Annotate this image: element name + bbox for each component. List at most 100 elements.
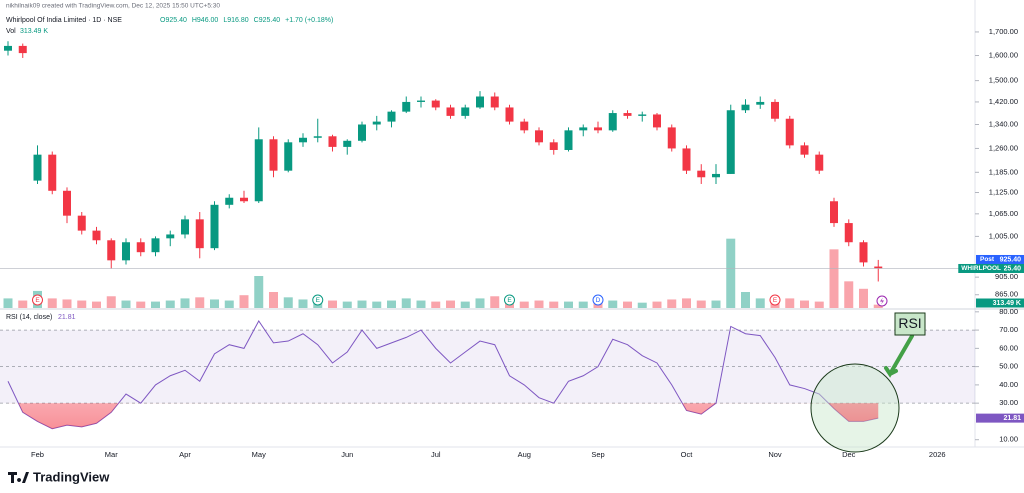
y-tick-label: 905.00 [995, 272, 1018, 281]
candle-body [63, 190, 71, 216]
volume-bar [829, 249, 839, 308]
volume-bar [519, 301, 529, 308]
candle-body [549, 142, 558, 150]
x-tick-label: May [252, 450, 266, 459]
event-marker [32, 294, 43, 306]
attribution: nikhilnaik09 created with TradingView.co… [6, 3, 220, 10]
candle-body [313, 136, 322, 138]
candle-body [785, 118, 794, 146]
annotation-box [894, 312, 926, 336]
candle-body [4, 45, 12, 51]
volume-bar [549, 301, 559, 308]
candle-body [535, 130, 543, 143]
candle-body [712, 173, 720, 178]
candle-body [166, 234, 175, 239]
candle-body [299, 137, 307, 143]
candle-body [815, 154, 824, 171]
volume-bar [92, 301, 101, 308]
brand-logo [8, 472, 29, 483]
volume-bar [667, 299, 677, 308]
y-tick-label: 1,185.00 [989, 167, 1018, 176]
candle-body [431, 100, 440, 108]
candle-body [579, 127, 588, 131]
volume-bar [77, 300, 87, 308]
volume-bar [726, 238, 736, 308]
candle-body [92, 230, 101, 241]
candle-body [446, 107, 455, 116]
candle-body [210, 204, 219, 249]
candle-body [874, 266, 883, 269]
volume-bar [637, 302, 647, 308]
volume-bar [387, 300, 396, 308]
x-tick-label: Oct [681, 450, 694, 459]
x-tick-label: 2026 [929, 450, 946, 459]
volume-bar [534, 300, 544, 308]
volume-bar [372, 301, 382, 308]
volume-bar [460, 301, 470, 308]
candle-body [387, 111, 396, 122]
volume-bar [401, 298, 411, 308]
y-tick-label: 1,500.00 [989, 76, 1018, 85]
candle-body [505, 107, 514, 122]
rsi-line [7, 319, 879, 430]
y-tick-label: 1,700.00 [989, 27, 1018, 36]
candle-body [564, 130, 573, 150]
candle-body [653, 114, 661, 128]
candle-body [726, 110, 735, 174]
candle-body [343, 140, 352, 147]
price-tag-label-bg [958, 263, 1004, 273]
volume-bar [269, 292, 278, 308]
annotation-arrow [884, 334, 914, 378]
volume-bar [578, 301, 588, 308]
event-label: E [35, 297, 40, 304]
volume-bar [844, 281, 854, 308]
volume-bar [283, 297, 293, 308]
candle-body [844, 223, 853, 243]
candle-body [623, 113, 632, 116]
candle-body [667, 127, 676, 149]
x-tick-label: Jul [431, 450, 441, 459]
event-label: D [596, 297, 601, 304]
y-tick-label: 865.00 [995, 290, 1018, 299]
candle-body [800, 145, 809, 155]
volume-bar [741, 292, 750, 308]
volume-legend-value: 313.49 K [20, 28, 48, 35]
event-label: E [507, 297, 512, 304]
y-tick-label: 40.00 [999, 380, 1018, 389]
candle-body [417, 100, 425, 102]
candle-body [638, 114, 647, 116]
volume-bar [490, 296, 500, 308]
candle-body [697, 170, 706, 178]
x-tick-label: Sep [591, 450, 604, 459]
price-tag-value: 925.40 [1000, 256, 1022, 263]
candle-body [756, 101, 765, 105]
candle-body [284, 142, 293, 171]
y-tick-label: 1,125.00 [989, 188, 1018, 197]
volume-bar [416, 300, 426, 308]
ohlc-value: H946.00 [192, 17, 219, 24]
candle-body [254, 139, 263, 202]
candle-body [195, 219, 204, 249]
candle-body [107, 240, 116, 261]
volume-bar [165, 300, 175, 308]
rsi-tag-label: 21.81 [1003, 415, 1021, 422]
event-marker [769, 294, 781, 306]
volume-bar [151, 301, 160, 308]
y-tick-label: 80.00 [999, 307, 1018, 316]
ohlc-value: L916.80 [223, 17, 248, 24]
y-tick-label: 60.00 [999, 343, 1018, 352]
price-tag-label: Post [980, 256, 995, 263]
y-tick-label: 1,005.00 [989, 231, 1018, 240]
oversold-fill [18, 403, 879, 429]
x-tick-label: Dec [842, 450, 856, 459]
volume-bar [564, 301, 573, 308]
volume-bar [859, 288, 868, 308]
volume-bar [180, 298, 190, 308]
ohlc-legend: O925.40 H946.00 L916.80 C925.40 +1.70 (+0.18… [160, 17, 333, 24]
ohlc-value: +1.70 (+0.18%) [285, 17, 333, 24]
candle-body [181, 219, 189, 235]
x-tick-label: Feb [31, 450, 44, 459]
candle-body [18, 45, 27, 54]
y-tick-label: 50.00 [999, 362, 1018, 371]
